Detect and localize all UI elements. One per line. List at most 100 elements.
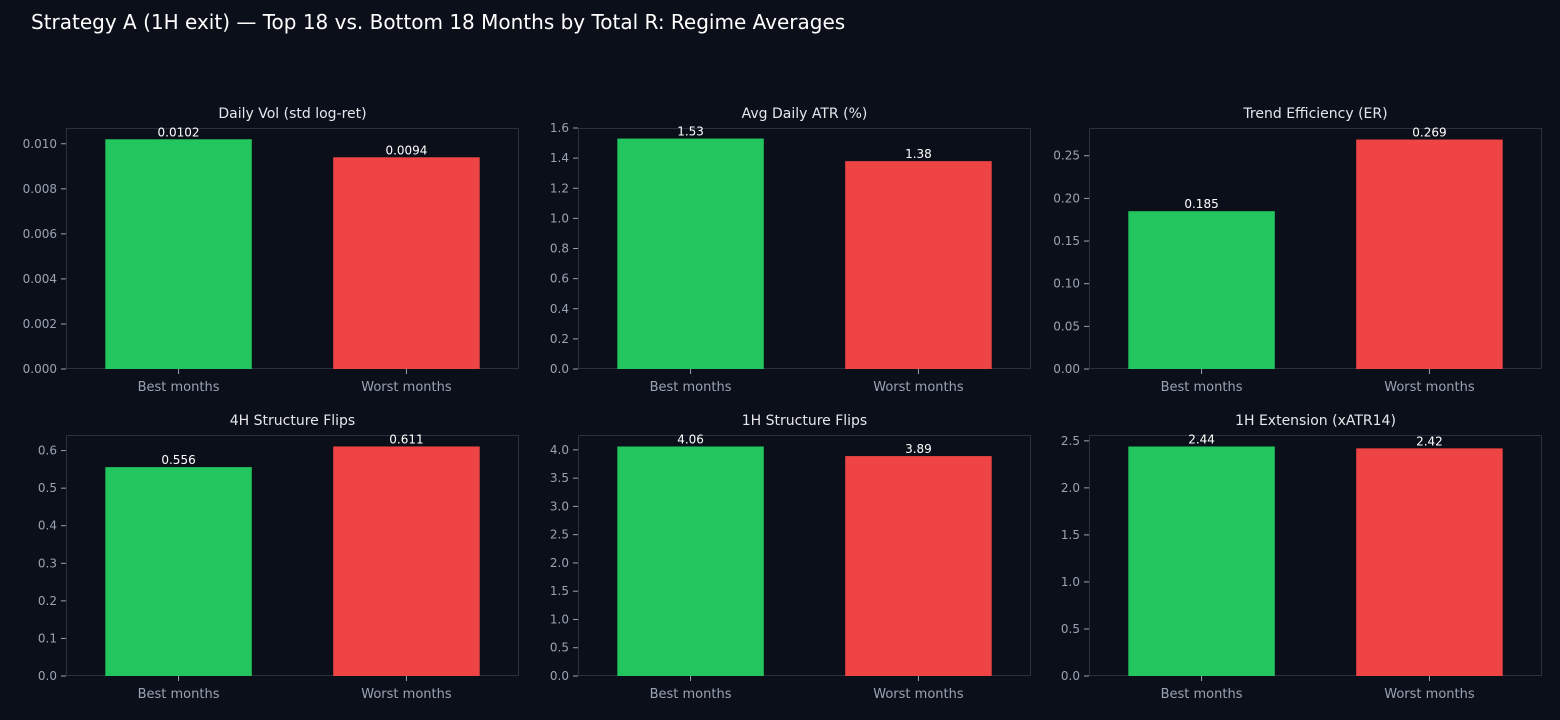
bar-value-label: 0.0102	[158, 125, 200, 139]
subplot-title: 4H Structure Flips	[230, 413, 355, 429]
y-tick-label: 0.2	[38, 594, 57, 608]
axes-frame	[578, 128, 1031, 369]
y-tick-label: 3.0	[550, 499, 569, 513]
bar-value-label: 1.38	[905, 147, 932, 161]
bar-value-label: 0.611	[389, 432, 423, 446]
y-tick-label: 1.0	[550, 211, 569, 225]
bar-value-label: 1.53	[677, 125, 704, 139]
y-tick-label: 1.4	[550, 151, 569, 165]
y-tick-label: 0.3	[38, 556, 57, 570]
subplot-1: Daily Vol (std log-ret) 0.0102 Best months…	[23, 106, 519, 395]
y-tick-label: 1.0	[1061, 575, 1080, 589]
y-tick-label: 0.0	[38, 669, 57, 683]
y-tick-label: 0.004	[23, 272, 57, 286]
bar-value-label: 0.269	[1412, 126, 1446, 140]
y-tick-label: 0.6	[38, 444, 57, 458]
bar-value-label: 4.06	[677, 432, 704, 446]
y-tick-label: 0.4	[550, 302, 569, 316]
y-tick-label: 1.6	[550, 121, 569, 135]
bar-best-months	[1128, 211, 1275, 369]
y-tick-label: 0.15	[1053, 234, 1080, 248]
y-tick-label: 4.0	[550, 443, 569, 457]
y-tick-label: 1.2	[550, 181, 569, 195]
x-tick-label: Best months	[1161, 380, 1243, 395]
bar-worst-months	[1356, 448, 1503, 676]
y-tick-label: 0.002	[23, 317, 57, 331]
y-tick-label: 0.5	[1061, 622, 1080, 636]
y-tick-label: 1.5	[550, 584, 569, 598]
y-tick-label: 0.0	[550, 669, 569, 683]
x-tick-label: Best months	[1161, 687, 1243, 702]
y-tick-label: 0.010	[23, 137, 57, 151]
bar-worst-months	[333, 157, 480, 369]
y-tick-label: 2.5	[550, 528, 569, 542]
axes-frame	[578, 435, 1031, 676]
bar-value-label: 0.556	[161, 453, 195, 467]
bar-best-months	[1128, 446, 1275, 676]
bar-worst-months	[333, 446, 480, 676]
subplot-title: Daily Vol (std log-ret)	[218, 106, 366, 122]
y-tick-label: 0.6	[550, 272, 569, 286]
bar-best-months	[105, 467, 252, 676]
x-tick-label: Worst months	[1384, 380, 1475, 395]
subplot-title: 1H Structure Flips	[742, 413, 867, 429]
subplot-title: Trend Efficiency (ER)	[1242, 106, 1387, 122]
y-tick-label: 0.4	[38, 519, 57, 533]
y-tick-label: 0.00	[1053, 362, 1080, 376]
y-tick-label: 0.006	[23, 227, 57, 241]
x-tick-label: Worst months	[361, 380, 452, 395]
bar-worst-months	[1356, 139, 1503, 369]
bar-value-label: 0.0094	[385, 143, 427, 157]
y-tick-label: 0.0	[550, 362, 569, 376]
axes-frame	[1089, 435, 1542, 676]
subplot-6: 1H Extension (xATR14) 2.44 Best months 2.42…	[1061, 413, 1542, 702]
x-tick-label: Worst months	[1384, 687, 1475, 702]
y-tick-label: 0.2	[550, 332, 569, 346]
x-tick-label: Worst months	[873, 687, 964, 702]
y-tick-label: 2.5	[1061, 434, 1080, 448]
x-tick-label: Best months	[650, 380, 732, 395]
y-tick-label: 0.008	[23, 182, 57, 196]
axes-frame	[66, 128, 519, 369]
x-tick-label: Worst months	[873, 380, 964, 395]
y-tick-label: 0.10	[1053, 277, 1080, 291]
bar-value-label: 3.89	[905, 442, 932, 456]
bar-best-months	[617, 446, 764, 676]
bar-worst-months	[845, 456, 992, 676]
axes-frame	[1089, 128, 1542, 369]
subplot-title: 1H Extension (xATR14)	[1235, 413, 1396, 429]
bar-value-label: 0.185	[1184, 197, 1218, 211]
subplot-3: Trend Efficiency (ER) 0.185 Best months 0.2…	[1053, 106, 1542, 395]
bar-value-label: 2.44	[1188, 432, 1215, 446]
y-tick-label: 0.000	[23, 362, 57, 376]
bar-value-label: 2.42	[1416, 434, 1443, 448]
y-tick-label: 0.05	[1053, 319, 1080, 333]
subplot-title: Avg Daily ATR (%)	[742, 106, 868, 122]
y-tick-label: 0.20	[1053, 191, 1080, 205]
x-tick-label: Best months	[650, 687, 732, 702]
y-tick-label: 0.1	[38, 631, 57, 645]
bar-worst-months	[845, 161, 992, 369]
y-tick-label: 0.5	[38, 481, 57, 495]
figure-title: Strategy A (1H exit) — Top 18 vs. Bottom…	[31, 10, 846, 34]
x-tick-label: Worst months	[361, 687, 452, 702]
y-tick-label: 3.5	[550, 471, 569, 485]
x-tick-label: Best months	[138, 380, 220, 395]
y-tick-label: 1.5	[1061, 528, 1080, 542]
axes-frame	[66, 435, 519, 676]
subplot-5: 1H Structure Flips 4.06 Best months 3.89 Wor…	[550, 413, 1031, 702]
bar-best-months	[617, 138, 764, 369]
bar-best-months	[105, 139, 252, 369]
subplot-4: 4H Structure Flips 0.556 Best months 0.611 W…	[38, 413, 519, 702]
x-tick-label: Best months	[138, 687, 220, 702]
y-tick-label: 2.0	[1061, 481, 1080, 495]
y-tick-label: 0.25	[1053, 149, 1080, 163]
subplot-2: Avg Daily ATR (%) 1.53 Best months 1.38 Wors…	[550, 106, 1031, 395]
y-tick-label: 0.0	[1061, 669, 1080, 683]
y-tick-label: 1.0	[550, 612, 569, 626]
y-tick-label: 0.5	[550, 641, 569, 655]
y-tick-label: 2.0	[550, 556, 569, 570]
y-tick-label: 0.8	[550, 242, 569, 256]
